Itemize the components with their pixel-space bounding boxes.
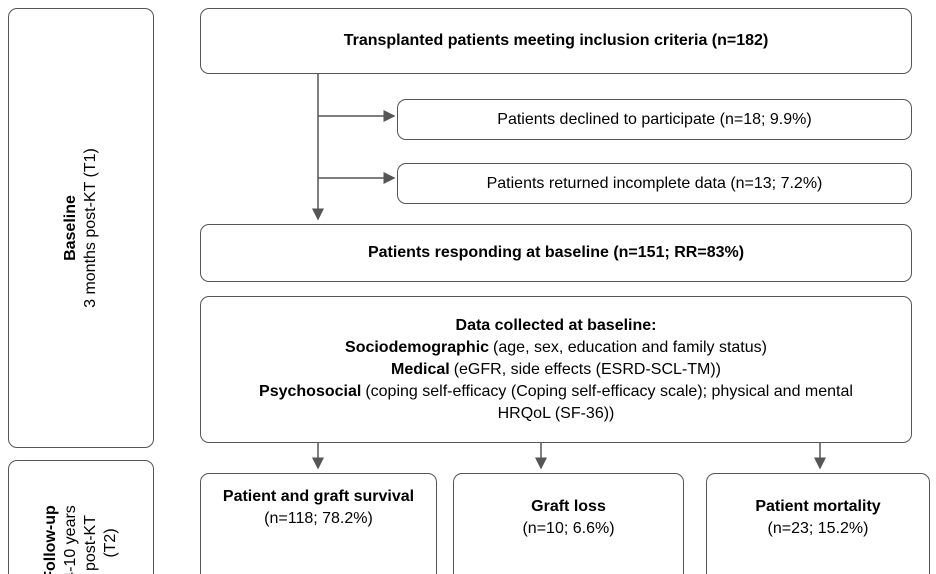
panel-title: Follow-up	[42, 505, 59, 574]
inclusion-box: Transplanted patients meeting inclusion …	[200, 8, 912, 74]
panel-line: post-KT	[82, 515, 99, 572]
item-text: (coping self-efficacy (Coping self-effic…	[365, 382, 853, 422]
item-label: Medical	[391, 360, 450, 378]
panel-subtitle: 3 months post-KT (T1)	[82, 148, 100, 308]
outcome-count: (n=118; 78.2%)	[264, 510, 373, 527]
box-text: Transplanted patients meeting inclusion …	[343, 32, 769, 49]
outcome-box: Patient and graft survival (n=118; 78.2%)	[200, 473, 437, 574]
outcome-box: Graft loss (n=10; 6.6%)	[453, 473, 684, 574]
item-label: Psychosocial	[259, 382, 362, 400]
outcome-title: Patient mortality	[755, 498, 881, 515]
item-text: (eGFR, side effects (ESRD-SCL-TM))	[453, 360, 721, 378]
baseline-panel: Baseline 3 months post-KT (T1)	[8, 8, 154, 448]
outcome-count: (n=10; 6.6%)	[522, 520, 615, 537]
declined-box: Patients declined to participate (n=18; …	[397, 99, 912, 140]
outcome-title: Graft loss	[531, 498, 606, 515]
outcome-title: Patient and graft survival	[222, 488, 415, 505]
item-label: Sociodemographic	[345, 338, 490, 356]
panel-line: (T2)	[102, 528, 119, 558]
follow-up-label: Follow-up 4-10 years post-KT (T2)	[41, 505, 121, 574]
outcome-count: (n=23; 15.2%)	[767, 520, 869, 537]
data-collected-box: Data collected at baseline: Sociodemogra…	[200, 296, 912, 443]
follow-up-panel: Follow-up 4-10 years post-KT (T2)	[8, 460, 154, 574]
baseline-label: Baseline 3 months post-KT (T1)	[61, 148, 101, 308]
box-text: Patients declined to participate (n=18; …	[497, 110, 812, 128]
panel-title: Baseline	[62, 195, 80, 261]
outcome-box: Patient mortality (n=23; 15.2%)	[706, 473, 930, 574]
panel-line: 4-10 years	[62, 505, 79, 574]
responding-box: Patients responding at baseline (n=151; …	[200, 224, 912, 282]
box-title: Data collected at baseline:	[455, 316, 657, 334]
item-text: (age, sex, education and family status)	[493, 338, 767, 356]
box-text: Patients returned incomplete data (n=13;…	[486, 174, 823, 192]
box-text: Patients responding at baseline (n=151; …	[367, 244, 745, 261]
incomplete-box: Patients returned incomplete data (n=13;…	[397, 163, 912, 204]
